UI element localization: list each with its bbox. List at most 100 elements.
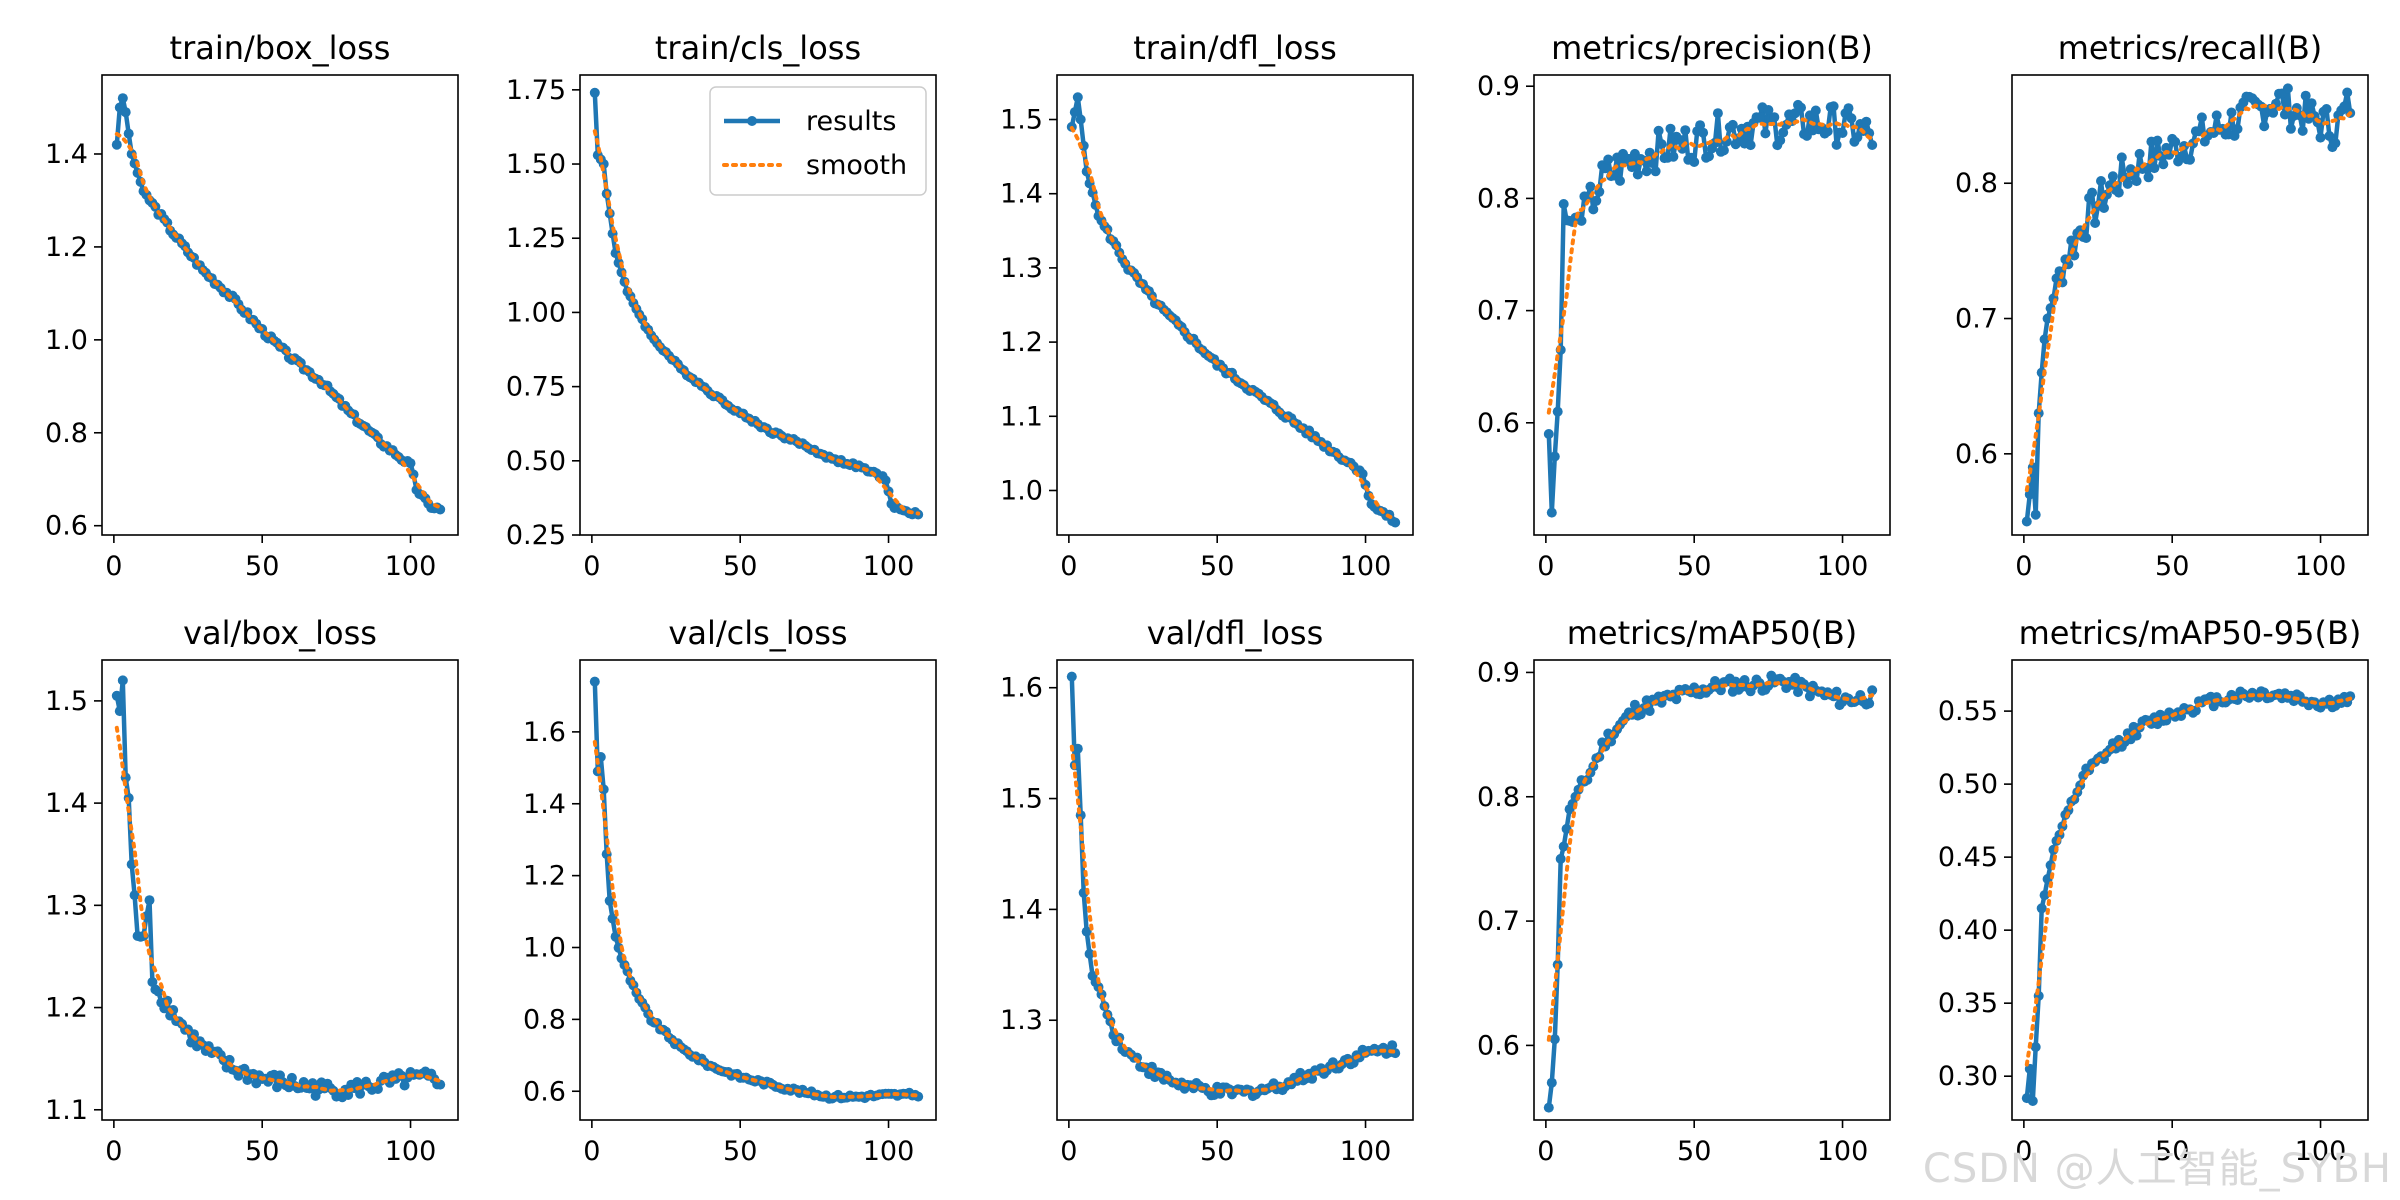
results-point [2122,178,2133,189]
x-tick-label: 0 [105,551,122,582]
results-point [1831,686,1842,697]
results-point [1695,120,1706,131]
results-point [2116,152,2127,163]
results-point [2342,87,2353,98]
results-point [607,913,618,924]
results-line [2024,86,2353,522]
x-tick-label: 0 [105,1136,122,1167]
results-point [111,139,122,150]
y-tick-label: 0.35 [1938,988,1998,1019]
results-point [1689,157,1700,167]
y-tick-label: 0.9 [1477,71,1520,102]
results-point [286,1072,297,1083]
x-tick-label: 50 [245,1136,279,1167]
x-tick-label: 0 [583,551,600,582]
results-point [1576,215,1587,226]
results-point [2193,126,2204,137]
results-point [1810,105,1821,116]
y-tick-label: 1.0 [1000,475,1043,506]
results-point [1650,166,1661,177]
y-tick-label: 0.40 [1938,915,1998,946]
results-point [1644,706,1655,716]
results-point [2279,109,2290,120]
results-point [2211,110,2222,121]
y-tick-label: 0.7 [1955,304,1998,335]
y-tick-label: 0.9 [1477,657,1520,688]
x-tick-label: 100 [1340,1136,1392,1167]
y-tick-label: 1.5 [1000,784,1043,815]
y-tick-label: 0.45 [1938,842,1998,873]
results-point [2039,890,2050,901]
chart-panel-6: val/box_loss 0 50 100 1.1 1.2 1.3 1.4 1.5 [45,614,459,1167]
results-point [343,1090,354,1100]
axes-frame [101,659,459,1121]
chart-panel-3: train/dfl_loss 0 50 100 1.0 1.1 1.2 1.3 1.4 1.5 [1000,29,1414,582]
x-tick-label: 0 [583,1136,600,1167]
y-tick-label: 1.2 [45,232,88,263]
y-tick-label: 1.4 [45,139,88,170]
results-point [224,1054,235,1065]
results-point [153,986,164,997]
y-tick-label: 1.00 [506,297,566,328]
y-tick-label: 0.25 [506,520,566,551]
results-point [1644,147,1655,158]
results-point [1072,92,1083,103]
results-point [1558,199,1569,209]
results-point [1066,671,1077,682]
results-point [1558,841,1569,852]
results-point [117,93,128,104]
results-point [1778,127,1789,138]
smooth-line [592,129,921,516]
chart-title: val/box_loss [183,614,377,652]
results-point [1698,127,1709,138]
y-tick-label: 1.5 [45,686,88,717]
y-tick-label: 0.6 [1955,439,1998,470]
results-point [1754,112,1765,123]
x-tick-label: 0 [2015,551,2032,582]
results-line [592,681,920,1101]
results-point [2081,233,2092,243]
watermark-text: CSDN @人工智能_SYBH [1922,1146,2392,1192]
results-point [2090,218,2101,228]
smooth-line [1546,680,1875,1042]
results-point [1641,166,1652,177]
results-point [2030,1042,2041,1052]
chart-panel-7: val/cls_loss 0 50 100 0.6 0.8 1.0 1.2 1.4 1.6 [523,614,937,1167]
results-point [2036,903,2047,914]
y-tick-label: 1.0 [45,325,88,356]
y-tick-label: 0.50 [506,446,566,477]
results-point [1552,406,1563,417]
axes-frame [1533,659,1891,1121]
results-point [2306,98,2317,109]
results-point [589,676,600,687]
results-point [1549,451,1560,462]
y-tick-label: 1.4 [523,789,566,820]
y-tick-label: 1.2 [45,993,88,1024]
results-point [1760,128,1771,139]
smooth-line [1546,117,1875,415]
smooth-line [2024,103,2353,493]
x-tick-label: 100 [2295,1136,2347,1167]
results-point [2158,159,2169,170]
results-point [1763,105,1774,115]
y-tick-label: 1.3 [1000,1005,1043,1036]
x-tick-label: 50 [1677,1136,1711,1167]
x-tick-label: 50 [1200,1136,1234,1167]
y-tick-label: 0.8 [523,1004,566,1035]
results-point [2321,104,2332,114]
chart-panel-10: metrics/mAP50-95(B) 0 50 100 0.30 0.35 0.40 0.4… [1938,614,2369,1167]
results-point [2259,121,2270,132]
results-point [1600,163,1611,174]
x-tick-label: 50 [2155,551,2189,582]
results-point [1585,181,1596,192]
results-point [2152,135,2163,146]
chart-title: train/dfl_loss [1133,29,1337,67]
smooth-line [114,725,443,1093]
chart-panel-2: train/cls_loss 0 50 100 0.25 0.50 0.75 1.00 1.25… [506,29,937,582]
results-point [1588,204,1599,215]
y-tick-label: 1.0 [523,933,566,964]
results-point [144,895,155,906]
axes-frame [2011,74,2369,536]
y-tick-label: 0.8 [1477,782,1520,813]
results-point [1867,140,1878,150]
